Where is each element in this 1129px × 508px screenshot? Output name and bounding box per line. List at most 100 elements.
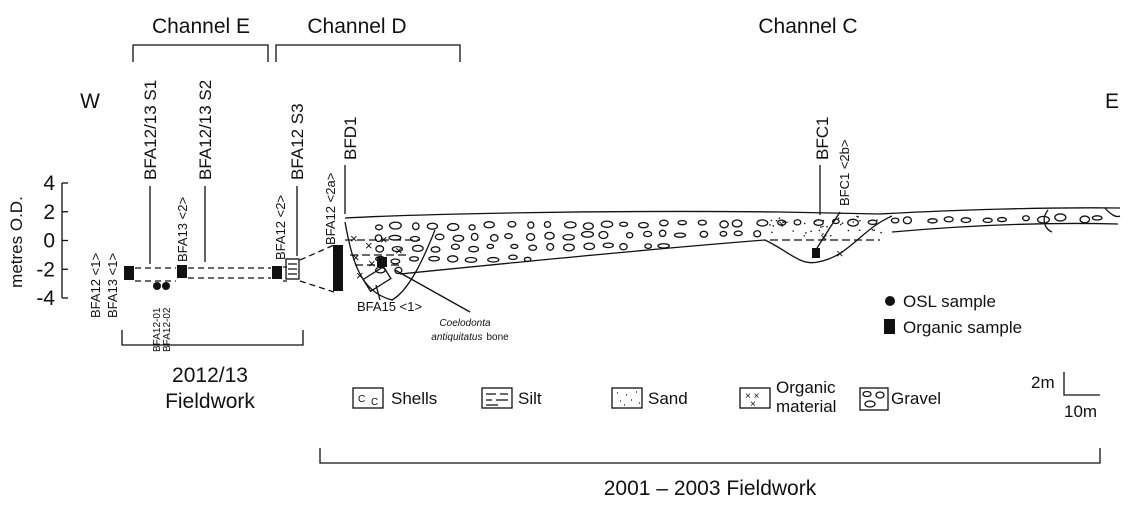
gravel (582, 222, 594, 230)
fieldwork-label: 2012/13 (172, 364, 248, 387)
sand (770, 219, 773, 222)
sand (873, 229, 875, 231)
organic-sample (272, 266, 282, 279)
key-box (859, 387, 889, 411)
gravel (507, 220, 517, 228)
organic-symbol: × (820, 230, 828, 245)
sand (810, 230, 812, 233)
legend-label: OSL sample (903, 292, 996, 311)
direction: W (80, 90, 100, 113)
gravel (677, 219, 688, 226)
gravel (563, 221, 577, 229)
bone (362, 265, 392, 293)
gravel (847, 218, 859, 227)
gravel (600, 220, 614, 228)
organic-symbol: × (356, 268, 364, 283)
organic-symbol: × (836, 246, 844, 261)
sand (820, 226, 822, 228)
legend-label: Organic sample (903, 318, 1022, 337)
gravel (468, 245, 480, 253)
gravel (659, 219, 669, 227)
gravel (375, 266, 386, 274)
gravel (637, 221, 649, 229)
scale-label: 2m (1031, 373, 1055, 392)
axis-label: metres O.D. (7, 196, 26, 288)
sand (847, 229, 850, 232)
gravel (1054, 213, 1067, 222)
gravel (544, 231, 555, 240)
gravel (1091, 215, 1103, 221)
key-box (481, 387, 513, 409)
gravel (943, 216, 954, 223)
core-label: BFA12 <2a> (323, 173, 338, 245)
bracket (121, 330, 304, 346)
sand (857, 216, 859, 218)
leader (149, 165, 841, 264)
gravel (619, 242, 628, 251)
sand (826, 225, 828, 228)
gravel (464, 256, 478, 263)
gravel (374, 234, 383, 243)
sand (779, 221, 782, 224)
osl-sample (153, 282, 161, 290)
key-symbol: C (358, 394, 365, 405)
organic-sample (333, 245, 343, 291)
gravel (468, 224, 476, 231)
fossil-label: antiquitatus bone (431, 332, 509, 343)
sand (782, 221, 784, 224)
gravel (434, 233, 445, 241)
gravel (446, 222, 460, 232)
sand (817, 219, 820, 221)
gravel (508, 254, 518, 261)
organic-symbol: × (365, 238, 373, 253)
gravel (719, 230, 728, 237)
gravel (890, 217, 900, 224)
gravel (619, 221, 629, 227)
key-label: Shells (391, 389, 437, 408)
sand (769, 224, 771, 226)
gravel (375, 255, 386, 262)
gravel (527, 221, 535, 229)
key-symbol (617, 391, 640, 406)
core-label: BFA12 S3 (288, 103, 307, 180)
gravel (562, 233, 575, 241)
gravel (960, 217, 972, 224)
channel-d (344, 221, 436, 301)
gravel (388, 221, 402, 230)
core-label: BFC1 (813, 117, 832, 160)
bracket (319, 448, 1101, 464)
scale-label: 10m (1064, 402, 1097, 421)
key-symbol (862, 390, 872, 398)
gravel (470, 232, 479, 241)
gravel (644, 243, 653, 250)
channel-base (891, 207, 1121, 233)
key-label: material (776, 397, 836, 416)
bracket (132, 44, 269, 62)
gravel (867, 219, 878, 226)
gravel (452, 234, 465, 242)
gravel (409, 256, 420, 262)
gravel (697, 219, 707, 226)
sand (772, 225, 775, 227)
core-label: BFA13 <2> (175, 197, 190, 262)
sand (786, 221, 788, 224)
organic-symbol (884, 319, 895, 334)
key-symbol (875, 391, 885, 399)
key-symbol (864, 400, 876, 408)
sand (781, 224, 783, 226)
gravel (450, 243, 461, 250)
core-label: BFA12 <1> (88, 253, 103, 318)
key-symbol (486, 393, 508, 406)
organic-symbol: × (380, 232, 388, 247)
silt (345, 239, 880, 266)
gravel (504, 233, 513, 240)
fieldwork-label: 2001 – 2003 Fieldwork (604, 477, 817, 500)
gravel (831, 218, 840, 225)
gravel (546, 242, 555, 251)
organic-sample (377, 257, 387, 267)
core-label: BFA12-01 (152, 307, 163, 352)
gravel (598, 230, 609, 240)
gravel (927, 218, 938, 224)
core-label: BFD1 (341, 117, 360, 160)
gravel (543, 220, 552, 229)
